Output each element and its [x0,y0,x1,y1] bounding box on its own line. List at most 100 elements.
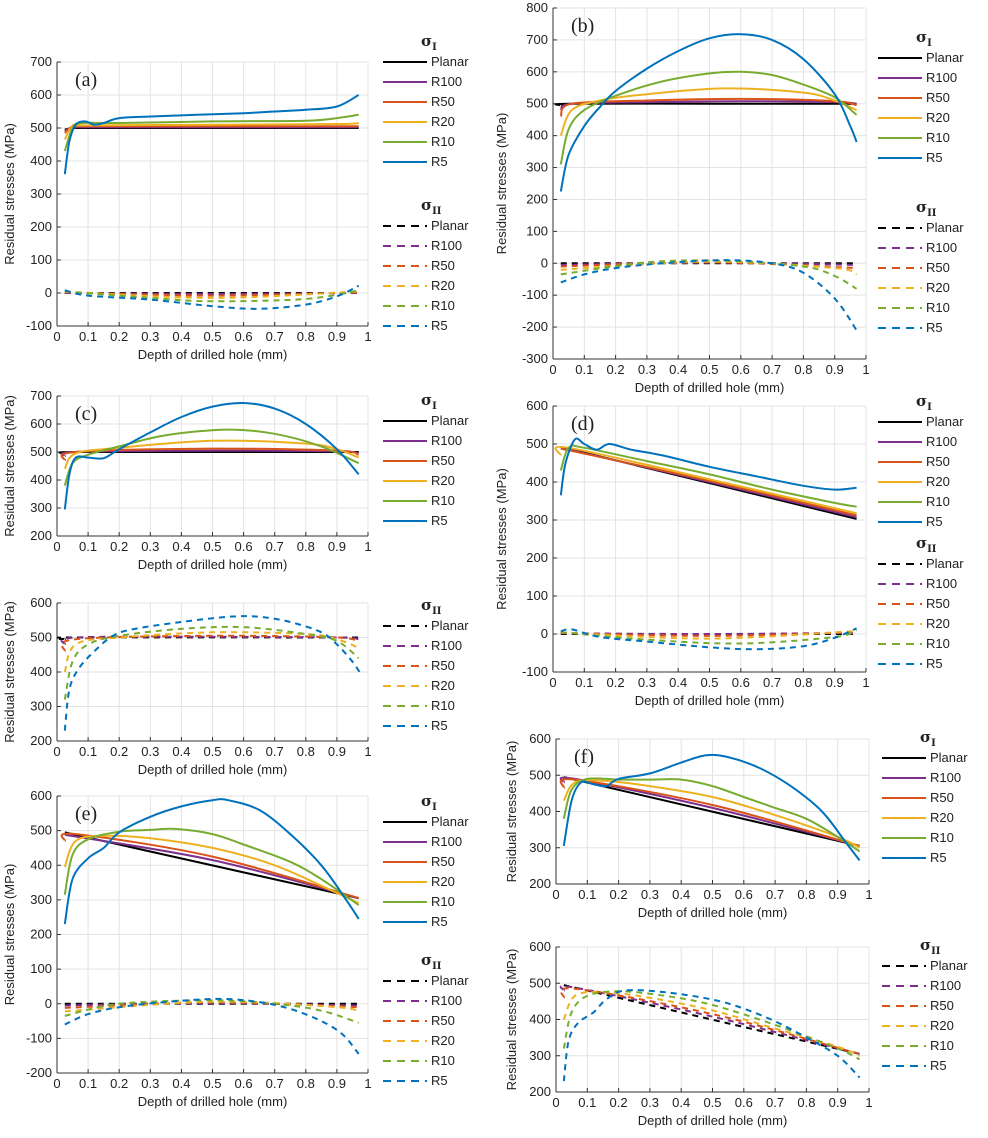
legend-entry-label: R5 [431,718,448,733]
x-tick-label: 0.6 [235,1076,253,1091]
y-tick-label: -200 [26,1065,52,1080]
legend-entry-label: R20 [431,278,455,293]
x-tick-label: 0.3 [141,329,159,344]
chart-panel-b: 0 0.1 0.2 0.3 0.4 0.5 0.6 0.7 0.8 0.9 1 -300 -200 -10… [494,0,964,395]
legend-title-subscript: II [927,544,937,555]
legend-entry-label: R20 [926,474,950,489]
x-tick-label: 0.9 [826,675,844,690]
legend-entry-label: R10 [930,1038,954,1053]
series-line-r50-sigma-i [559,778,860,847]
chart-panel-e: 0 0.1 0.2 0.3 0.4 0.5 0.6 0.7 0.8 0.9 1 -200 -100 0 10… [2,788,469,1109]
legend-entry-label: R100 [926,240,957,255]
series-line-planar-sigma-i [58,450,359,455]
x-tick-label: 0.7 [763,675,781,690]
x-tick-label: 0 [53,539,60,554]
legend-entry-label: R5 [431,318,448,333]
y-tick-label: 400 [30,153,52,168]
x-tick-label: 1 [364,329,371,344]
series-group [554,437,858,651]
y-tick-label: 600 [529,939,551,954]
y-tick-label: 100 [526,588,548,603]
x-tick-label: 1 [862,675,869,690]
y-tick-label: 100 [30,961,52,976]
y-tick-label: 400 [529,804,551,819]
legend-entry-label: R10 [431,894,455,909]
legend-entry-label: R50 [431,94,455,109]
legend-entry-label: R20 [431,1033,455,1048]
legend-entry-label: R20 [431,473,455,488]
chart-panel-d: 0 0.1 0.2 0.3 0.4 0.5 0.6 0.7 0.8 0.9 1-1000100200… [494,392,964,708]
legend-entry-label: R50 [926,596,950,611]
chart-panel-f1: 0 0.1 0.2 0.3 0.4 0.5 0.6 0.7 0.8 0.9 1 200 300 400 50… [504,728,968,920]
x-axis-label: Depth of drilled hole (mm) [635,380,785,395]
y-tick-label: 400 [30,857,52,872]
panel-label: (c) [75,403,97,425]
legend-entry-label: Planar [926,220,964,235]
series-line-r100-sigma-ii [559,985,860,1055]
x-tick-label: 1 [364,744,371,759]
x-tick-label: 0.3 [638,675,656,690]
y-tick-label: 200 [30,219,52,234]
x-tick-label: 0.1 [79,1076,97,1091]
x-tick-label: 0 [552,887,559,902]
legend-entry-label: Planar [431,814,469,829]
y-tick-label: 200 [526,191,548,206]
x-tick-label: 0.2 [110,744,128,759]
legend-entry-label: R5 [926,656,943,671]
legend-entry-label: R20 [930,1018,954,1033]
y-tick-label: -300 [522,351,548,366]
x-axis-label: Depth of drilled hole (mm) [638,1113,788,1128]
legend-entry-label: R5 [431,914,448,929]
legend-entry-label: Planar [930,750,968,765]
legend-entry-label: R5 [930,850,947,865]
x-tick-label: 1 [865,1095,872,1110]
y-tick-label: 600 [526,398,548,413]
series-line-r5-sigma-ii [63,615,363,731]
series-line-r5-sigma-i [562,753,861,862]
legend-entry-label: R5 [926,514,943,529]
x-tick-label: 0.2 [607,675,625,690]
legend-entry-label: R20 [431,874,455,889]
x-tick-label: 0.2 [610,1095,628,1110]
x-tick-label: 0.8 [297,744,315,759]
legend-entry-label: R10 [930,830,954,845]
legend-entry-label: R100 [930,770,961,785]
x-tick-label: 0 [549,362,556,377]
y-axis-label: Residual stresses (MPa) [2,395,17,537]
legend-entry-label: Planar [926,556,964,571]
legend-entry-label: R50 [431,258,455,273]
x-tick-label: 0.2 [610,887,628,902]
y-tick-label: 300 [529,840,551,855]
x-tick-label: 0.2 [110,329,128,344]
y-tick-label: 700 [526,32,548,47]
y-axis-label: Residual stresses (MPa) [2,601,17,743]
x-tick-label: 1 [865,887,872,902]
y-axis-label: Residual stresses (MPa) [494,468,509,610]
series-line-r50-sigma-ii [60,634,360,653]
x-tick-label: 0 [549,675,556,690]
series-line-r10-sigma-ii [63,625,360,700]
x-tick-label: 0.9 [829,1095,847,1110]
y-tick-label: -100 [26,1030,52,1045]
y-tick-label: 500 [526,96,548,111]
x-tick-label: 0.5 [203,744,221,759]
legend-title-subscript: I [432,401,437,412]
x-tick-label: 0.7 [266,329,284,344]
y-axis-label: Residual stresses (MPa) [494,113,509,255]
legend-title: σI [421,391,437,412]
series-line-r20-sigma-i [554,445,857,515]
legend-entry-label: R10 [431,698,455,713]
x-tick-label: 0.4 [172,744,190,759]
x-tick-label: 0.3 [638,362,656,377]
series-line-r10-sigma-i [63,428,360,486]
series-line-r5-sigma-ii [560,627,858,651]
x-tick-label: 0.5 [703,1095,721,1110]
legend-title-subscript: II [432,206,442,217]
legend-entry-label: Planar [431,54,469,69]
x-tick-label: 0.3 [641,1095,659,1110]
x-tick-label: 0.6 [732,675,750,690]
x-tick-label: 0.7 [763,362,781,377]
